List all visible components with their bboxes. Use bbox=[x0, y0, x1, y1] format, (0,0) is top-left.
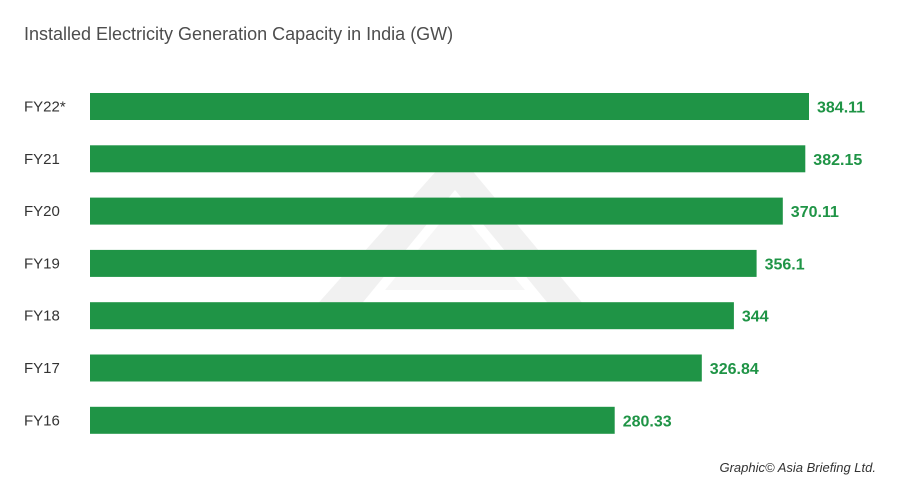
category-label-fy20: FY20 bbox=[24, 203, 60, 220]
value-label-fy20: 370.11 bbox=[791, 204, 839, 221]
bar-fy19 bbox=[90, 249, 757, 277]
bar-fy20 bbox=[90, 197, 783, 225]
bars-layer bbox=[90, 93, 809, 434]
graphic-credit: Graphic© Asia Briefing Ltd. bbox=[719, 460, 876, 475]
bar-fy17 bbox=[90, 354, 702, 382]
bar-fy16 bbox=[90, 406, 615, 434]
value-label-fy18: 344 bbox=[742, 309, 769, 326]
chart-title: Installed Electricity Generation Capacit… bbox=[24, 24, 454, 44]
category-label-fy17: FY17 bbox=[24, 360, 60, 377]
watermark-logo bbox=[305, 150, 595, 318]
value-label-fy16: 280.33 bbox=[623, 413, 672, 430]
category-label-fy16: FY16 bbox=[24, 412, 60, 429]
value-label-fy21: 382.15 bbox=[813, 152, 862, 169]
value-label-fy22: 384.11 bbox=[817, 100, 865, 117]
category-label-fy18: FY18 bbox=[24, 308, 60, 325]
bar-fy18 bbox=[90, 302, 734, 330]
bar-fy22 bbox=[90, 93, 809, 120]
labels-layer: FY22* 384.11 FY21 382.15 FY20 370.11 FY19 356.1… bbox=[24, 99, 865, 431]
bar-fy21 bbox=[90, 145, 806, 173]
category-label-fy19: FY19 bbox=[24, 255, 60, 272]
value-label-fy19: 356.1 bbox=[765, 256, 805, 273]
value-label-fy17: 326.84 bbox=[710, 361, 759, 378]
category-label-fy21: FY21 bbox=[24, 151, 60, 168]
category-label-fy22: FY22* bbox=[24, 99, 66, 116]
